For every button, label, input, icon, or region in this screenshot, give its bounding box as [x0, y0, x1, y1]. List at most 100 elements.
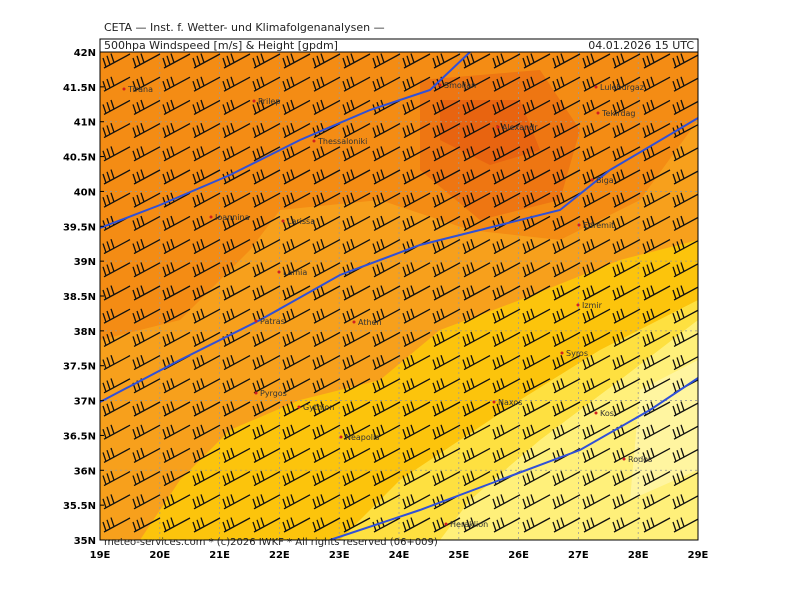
- wind-barb: [582, 401, 611, 417]
- wind-barb: [432, 238, 461, 255]
- wind-barb: [402, 215, 431, 231]
- wind-barb: [162, 146, 191, 162]
- wind-barb: [372, 76, 401, 92]
- wind-barb: [402, 53, 431, 69]
- wind-barb: [372, 238, 401, 255]
- wind-barb: [552, 308, 581, 324]
- city-label: Edremit: [583, 221, 614, 230]
- wind-barb: [342, 424, 371, 440]
- wind-barb: [132, 238, 161, 255]
- wind-barb: [342, 169, 371, 185]
- wind-barb: [312, 470, 341, 487]
- wind-barb: [672, 401, 698, 417]
- wind-barb: [312, 331, 341, 347]
- wind-barb: [552, 494, 581, 510]
- wind-barb: [462, 447, 491, 463]
- wind-barb: [192, 470, 221, 487]
- lon-label: 27E: [568, 550, 589, 561]
- wind-barb: [192, 424, 221, 440]
- city-dot: [594, 85, 598, 89]
- wind-barb: [642, 331, 671, 347]
- city-dot: [590, 178, 594, 182]
- wind-barb: [522, 99, 551, 115]
- wind-barb: [612, 331, 641, 347]
- wind-barb: [402, 169, 431, 185]
- wind-barb: [612, 99, 641, 115]
- lat-label: 38N: [74, 327, 96, 338]
- wind-barb: [582, 122, 611, 139]
- wind-barb: [492, 354, 521, 371]
- wind-barb: [252, 354, 281, 371]
- wind-barb: [162, 424, 191, 440]
- city-dot: [312, 139, 316, 143]
- wind-barb: [192, 285, 221, 301]
- panel-header: [99, 38, 699, 53]
- wind-barb: [222, 146, 251, 162]
- wind-barb: [222, 378, 251, 394]
- wind-barb: [252, 146, 281, 162]
- wind-barb: [282, 401, 311, 417]
- wind-barb: [522, 76, 551, 92]
- wind-barb: [462, 494, 491, 510]
- wind-barb: [672, 470, 698, 487]
- wind-barb: [312, 494, 341, 510]
- wind-barb: [612, 76, 641, 92]
- wind-barb: [492, 470, 521, 487]
- date-label: 04.01.2026 15 UTC: [588, 39, 694, 52]
- wind-barb: [102, 354, 131, 371]
- wind-barb: [462, 238, 491, 255]
- lat-label: 35N: [74, 536, 96, 547]
- wind-barb: [492, 262, 521, 278]
- city-label: Tekirdag: [601, 109, 636, 118]
- wind-barb: [552, 378, 581, 394]
- city-label: Prilep: [258, 97, 280, 106]
- wind-barb: [432, 494, 461, 510]
- wind-barb: [612, 262, 641, 278]
- wind-barb: [612, 517, 641, 533]
- wind-barb: [312, 401, 341, 417]
- wind-barb: [462, 308, 491, 324]
- wind-barb: [582, 262, 611, 278]
- wind-barb: [252, 169, 281, 185]
- wind-barb: [612, 215, 641, 231]
- lat-label: 40N: [74, 187, 96, 198]
- lon-label: 23E: [329, 550, 350, 561]
- wind-barb: [582, 169, 611, 185]
- wind-barb: [462, 378, 491, 394]
- wind-barb: [102, 192, 131, 208]
- wind-barb: [612, 53, 641, 69]
- city-dot: [596, 111, 600, 115]
- wind-barb: [582, 494, 611, 510]
- wind-barb: [582, 424, 611, 440]
- wind-barb: [372, 53, 401, 69]
- header-title: CETA — Inst. f. Wetter- und Klimafolgena…: [104, 21, 385, 34]
- wind-barb: [672, 262, 698, 278]
- wind-barb: [552, 192, 581, 208]
- wind-barb: [132, 262, 161, 278]
- wind-barb: [282, 354, 311, 371]
- wind-barb: [102, 401, 131, 417]
- wind-barb: [192, 53, 221, 69]
- wind-barb: [192, 215, 221, 231]
- wind-barb: [642, 470, 671, 487]
- wind-barb: [132, 517, 161, 533]
- wind-barb: [492, 169, 521, 185]
- wind-barb: [522, 308, 551, 324]
- wind-barb: [402, 354, 431, 371]
- wind-barb: [132, 169, 161, 185]
- wind-barb: [612, 378, 641, 394]
- wind-barb: [312, 215, 341, 231]
- wind-barb: [102, 308, 131, 324]
- wind-barb: [522, 494, 551, 510]
- wind-barb: [342, 517, 371, 533]
- wind-barb: [402, 146, 431, 162]
- lat-label: 38.5N: [63, 292, 96, 303]
- wind-barb: [612, 192, 641, 208]
- wind-barb: [282, 53, 311, 69]
- wind-barb: [222, 215, 251, 231]
- wind-barb: [162, 215, 191, 231]
- wind-barb: [192, 354, 221, 371]
- wind-barbs: [102, 53, 698, 533]
- wind-barb: [282, 331, 311, 347]
